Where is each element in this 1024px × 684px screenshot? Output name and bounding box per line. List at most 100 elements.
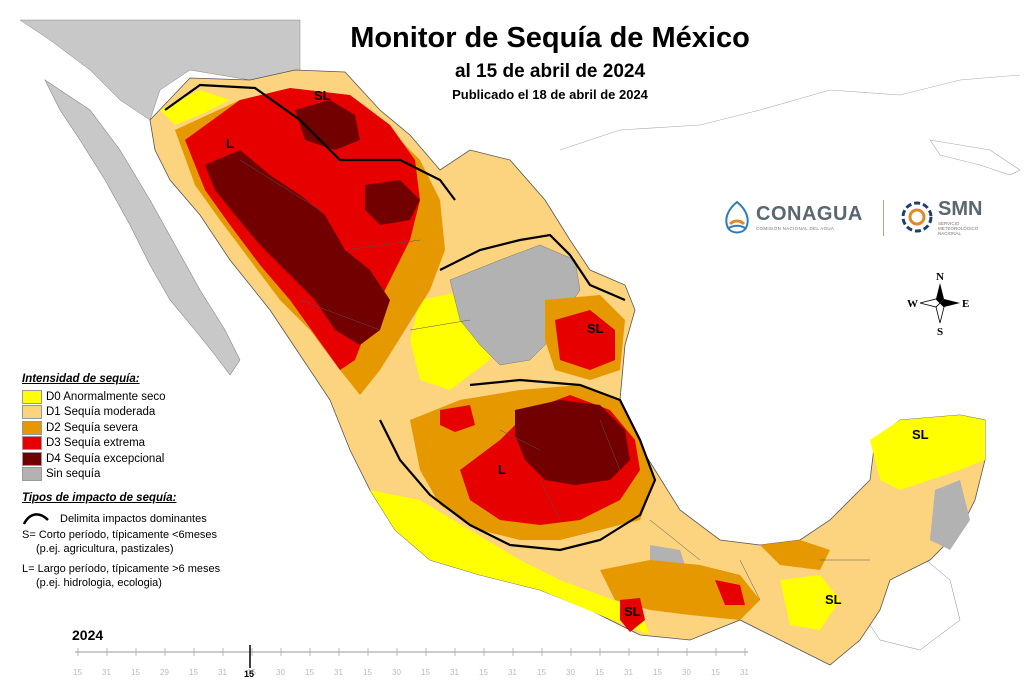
legend-item-d1: D1 Sequía moderada xyxy=(22,405,262,421)
impact-label-sl-oaxaca: SL xyxy=(624,604,641,619)
timeline-tick-label: 15 xyxy=(363,668,372,677)
timeline-tick-label: 15 xyxy=(189,668,198,677)
timeline-axis: 15 31 15 29 15 31 15 30 15 31 15 30 15 31 15 31 15 30 15 31… xyxy=(73,645,749,679)
compass-rose: N S E W xyxy=(907,271,969,338)
impact-boundary-central xyxy=(379,378,657,552)
impact-label-l-sonora: L xyxy=(226,136,234,151)
impact-labels: SL L SL L SL SL SL xyxy=(226,88,929,619)
legend-swatch-d2 xyxy=(22,420,42,435)
impact-label-sl-tamaulipas: SL xyxy=(587,321,604,336)
timeline-tick-label: 15 xyxy=(305,668,314,677)
d4-zone-chihuahua-south xyxy=(365,180,420,225)
compass-north-point xyxy=(936,283,944,303)
compass-label-n: N xyxy=(936,271,944,283)
d0-zone-yucatan xyxy=(870,415,985,490)
short-term-line-1: S= Corto período, típicamente <6meses xyxy=(22,529,218,541)
d0-zone-north xyxy=(160,90,230,125)
timeline-tick-label: 15 xyxy=(537,668,546,677)
timeline-tick-label: 15 xyxy=(653,668,662,677)
legend-swatch-d4 xyxy=(22,451,42,466)
smn-emblem-icon xyxy=(901,201,933,233)
short-term-line-2: (p.ej. agricultura, pastizales) xyxy=(36,543,174,555)
timeline-tick-label: 31 xyxy=(624,668,633,677)
impact-label-sl-yucatan: SL xyxy=(912,427,929,442)
published-date: Publicado el 18 de abril de 2024 xyxy=(452,87,648,102)
mexico-drought-areas xyxy=(149,69,986,666)
legend-item-d3: D3 Sequía extrema xyxy=(22,436,262,452)
legend-swatch-none xyxy=(22,467,42,482)
impact-label-sl-chiapas: SL xyxy=(825,592,842,607)
legend-label: D3 Sequía extrema xyxy=(46,437,146,450)
timeline-tick-label: 15 xyxy=(421,668,430,677)
impact-label-sl-chihuahua: SL xyxy=(314,88,331,103)
timeline-tick-label: 15 xyxy=(247,668,256,677)
usa-landmass xyxy=(19,19,301,121)
timeline-tick-label: 29 xyxy=(160,668,169,677)
map-subtitle: al 15 de abril de 2024 xyxy=(454,61,646,82)
long-term-line-1: L= Largo período, típicamente >6 meses xyxy=(22,563,221,575)
no-drought-yucatan xyxy=(930,480,970,550)
smn-subtitle-2: METEOROLÓGICO xyxy=(938,226,979,231)
d4-zone-sonora xyxy=(205,150,390,345)
legend-label: Sin sequía xyxy=(46,468,101,481)
state-borders xyxy=(239,159,870,601)
d0-zone-chiapas xyxy=(780,575,840,630)
d4-zone-central xyxy=(515,400,630,485)
timeline-tick-label: 31 xyxy=(102,668,111,677)
legend-item-d0: D0 Anormalmente seco xyxy=(22,389,262,405)
compass-label-w: W xyxy=(907,298,918,310)
conagua-name: CONAGUA xyxy=(756,203,863,225)
legend-swatch-d1 xyxy=(22,405,42,420)
conagua-logo: CONAGUA COMISIÓN NACIONAL DEL AGUA xyxy=(722,197,863,237)
timeline-tick-label: 15 xyxy=(479,668,488,677)
conagua-emblem-icon xyxy=(725,200,749,234)
compass-label-s: S xyxy=(937,326,943,338)
long-term-line-2: (p.ej. hidrologia, ecologia) xyxy=(36,577,162,589)
legend-swatch-d0 xyxy=(22,389,42,404)
legend-label: D4 Sequía excepcional xyxy=(46,452,165,465)
legend-item-d4: D4 Sequía excepcional xyxy=(22,451,262,467)
timeline-tick-label: 15 xyxy=(711,668,720,677)
timeline-tick-label: 31 xyxy=(218,668,227,677)
legend-label: D2 Sequía severa xyxy=(46,421,139,434)
impact-boundary-east xyxy=(439,233,626,302)
logo-divider xyxy=(883,200,884,236)
legend-swatch-d3 xyxy=(22,436,42,451)
timeline-tick-label: 31 xyxy=(450,668,459,677)
d4-zone-chihuahua-north xyxy=(295,100,360,150)
baja-california xyxy=(44,79,241,376)
d3-zone-chiapas xyxy=(715,580,745,605)
impact-boundary-north xyxy=(164,83,456,201)
d3-zone-tamaulipas xyxy=(555,310,615,370)
d0-zone-pacific xyxy=(370,490,650,635)
impact-line-entry: Delimita impactos dominantes xyxy=(22,512,262,526)
legend-items: D0 Anormalmente seco D1 Sequía moderada D2… xyxy=(22,389,262,482)
d3-zone-jalisco xyxy=(440,405,475,432)
gulf-coast-usa xyxy=(559,74,1021,151)
timeline-tick-label: 30 xyxy=(392,668,401,677)
cuba xyxy=(929,139,1021,176)
smn-name: SMN xyxy=(938,198,983,220)
impact-line-label: Delimita impactos dominantes xyxy=(60,513,207,525)
legend-heading: Intensidad de sequía: xyxy=(22,373,140,385)
timeline-tick-label: 31 xyxy=(508,668,517,677)
d2-zone-tabasco xyxy=(760,540,830,570)
impact-label-l-central: L xyxy=(498,462,506,477)
timeline-tick-label: 31 xyxy=(740,668,749,677)
legend-label: D0 Anormalmente seco xyxy=(46,390,166,403)
timeline-tick-label: 30 xyxy=(276,668,285,677)
timeline-year: 2024 xyxy=(72,627,104,643)
timeline-tick-label: 15 xyxy=(73,668,82,677)
conagua-subtitle: COMISIÓN NACIONAL DEL AGUA xyxy=(756,226,835,231)
smn-subtitle-1: SERVICIO xyxy=(938,221,960,226)
legend-item-d2: D2 Sequía severa xyxy=(22,420,262,436)
compass-east-point xyxy=(940,299,960,307)
legend-label: D1 Sequía moderada xyxy=(46,406,156,419)
smn-logo: SMN SERVICIO METEOROLÓGICO NACIONAL xyxy=(900,197,982,237)
timeline-tick-label: 31 xyxy=(334,668,343,677)
smn-subtitle-3: NACIONAL xyxy=(938,231,962,236)
timeline-current-label: 15 xyxy=(244,669,254,679)
legend-item-none: Sin sequía xyxy=(22,467,262,483)
